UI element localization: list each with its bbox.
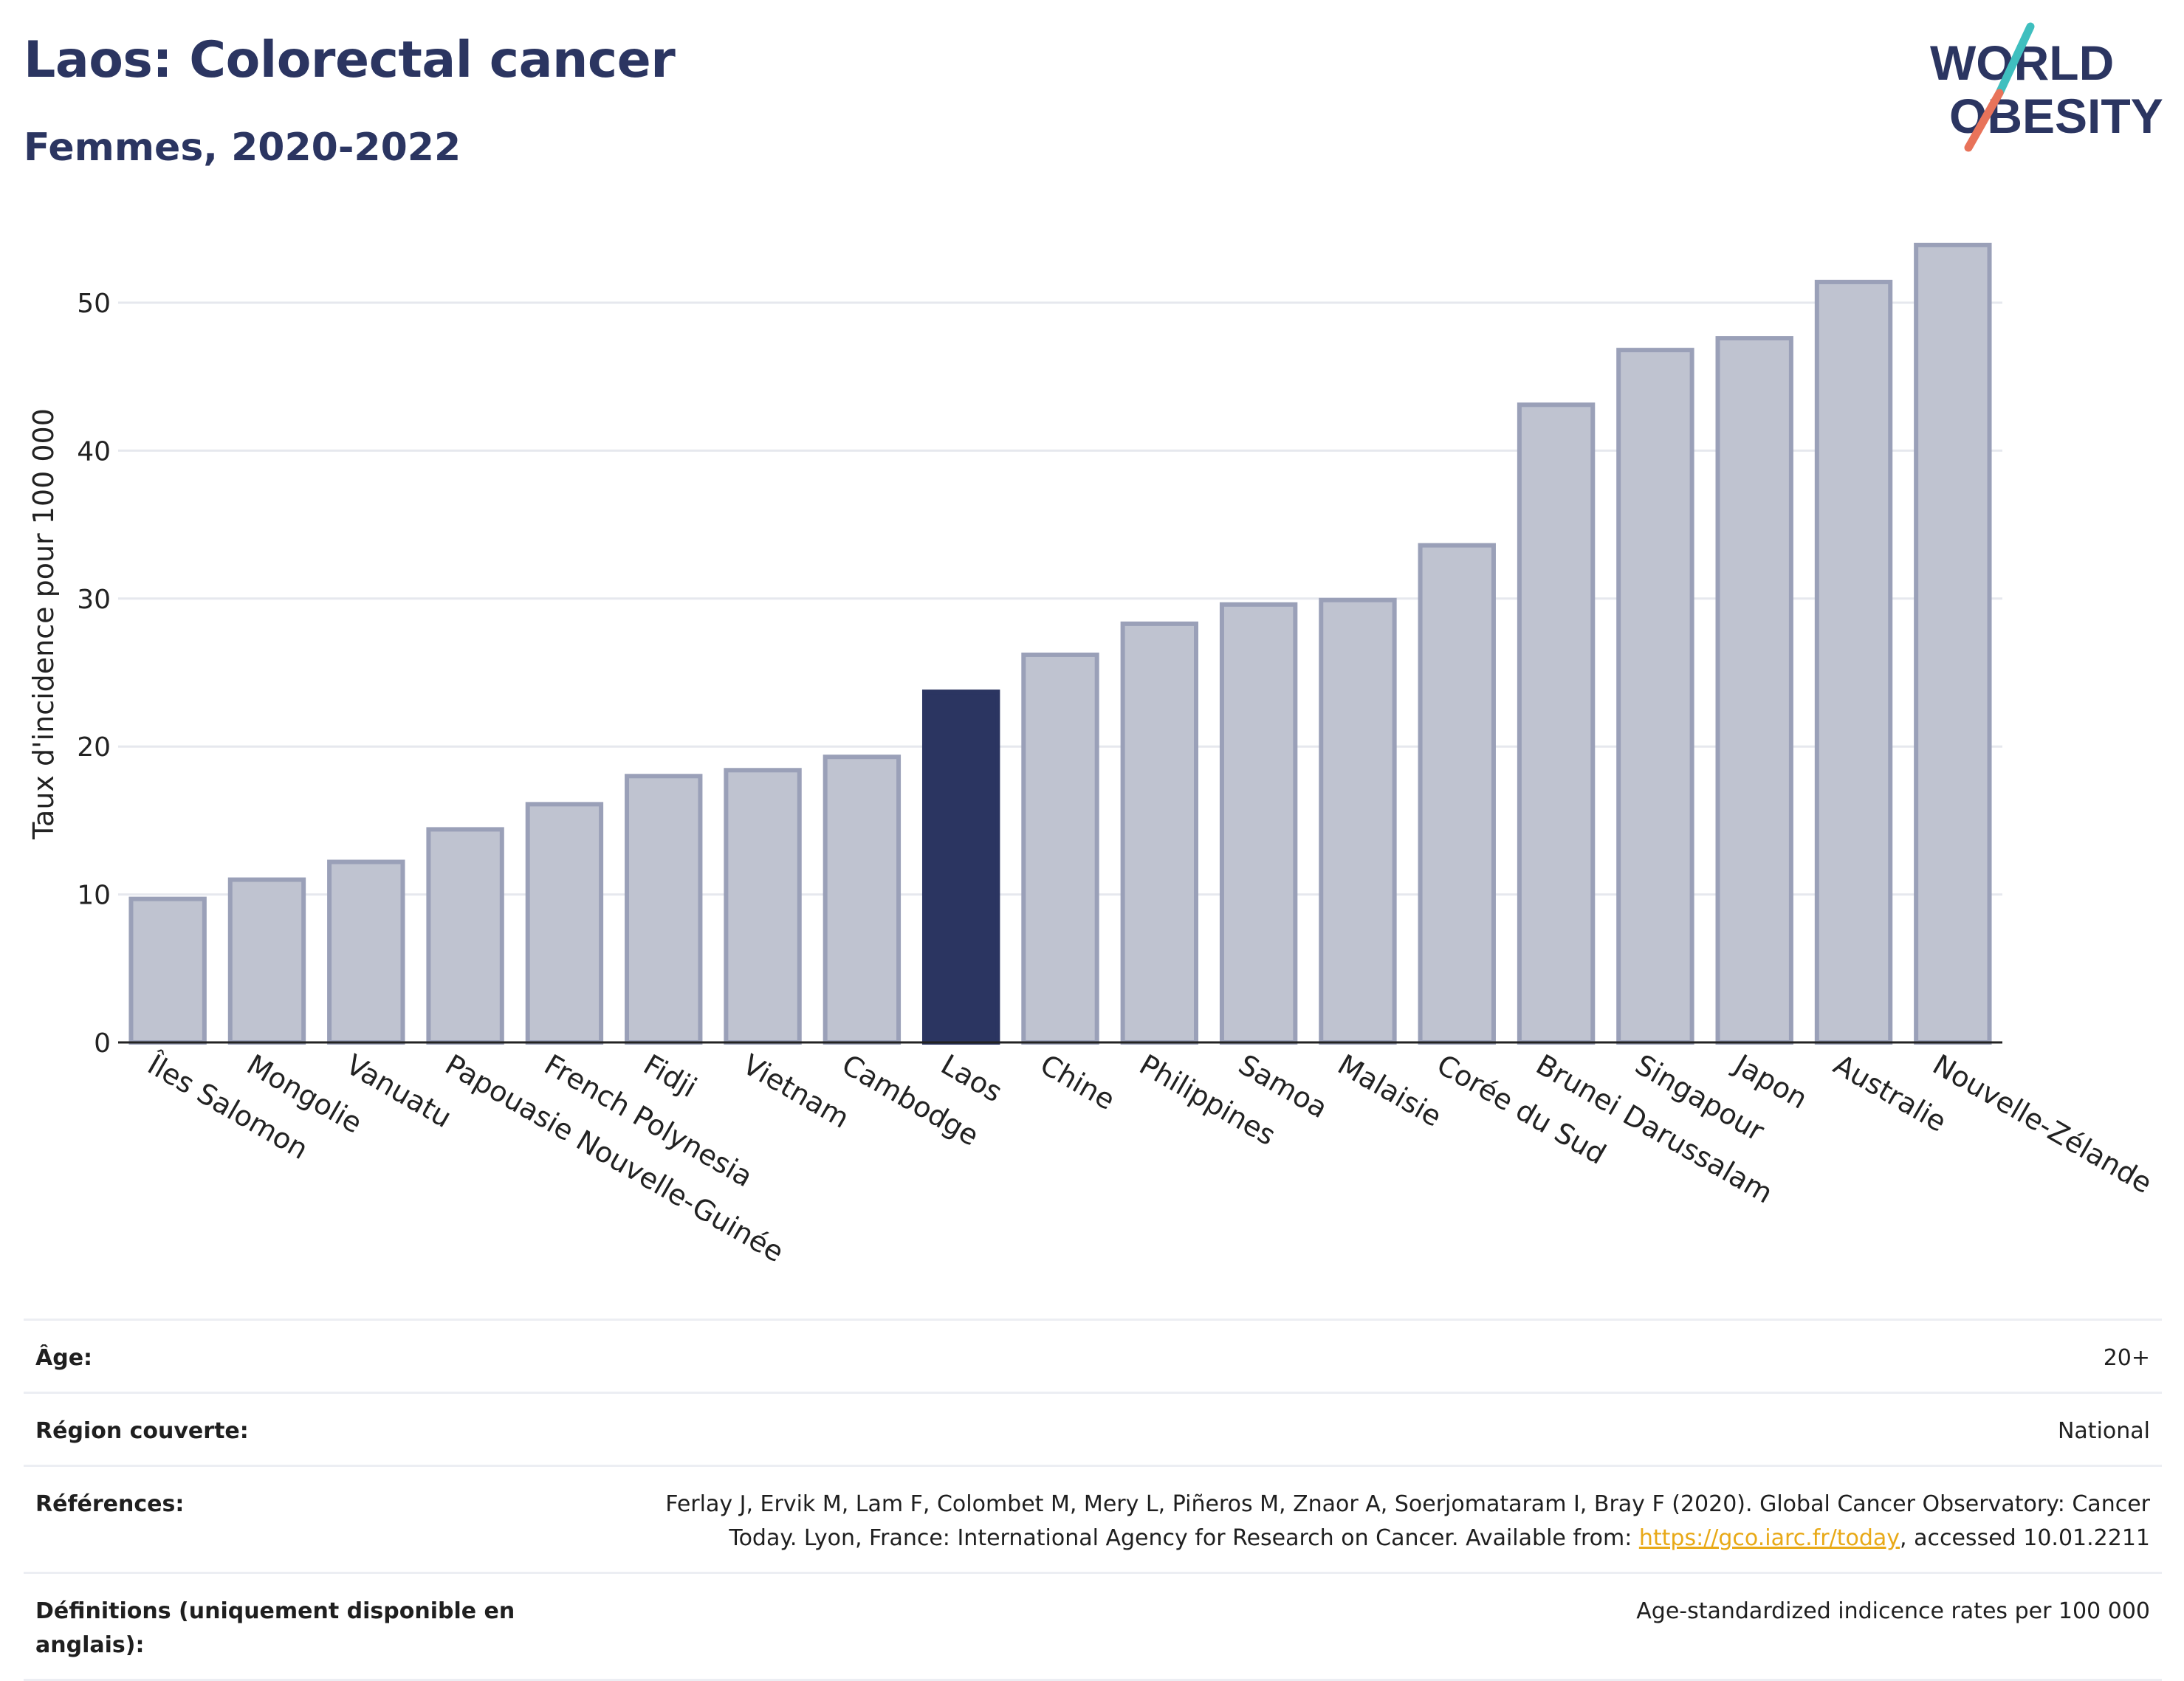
bar-laos: [921, 690, 1000, 1045]
bar-corée-du-sud: [1418, 543, 1496, 1045]
references-line-1: Ferlay J, Ervik M, Lam F, Colombet M, Me…: [665, 1491, 2150, 1517]
bar-french-polynesia: [525, 802, 604, 1045]
world-obesity-logo: WORLD OBESITY: [1930, 22, 2163, 152]
info-row-references: Références: Ferlay J, Ervik M, Lam F, Co…: [24, 1465, 2162, 1572]
y-tick-label: 30: [77, 585, 111, 615]
age-value: 20+: [2103, 1345, 2150, 1371]
bar-singapour: [1616, 348, 1694, 1045]
y-tick-label: 20: [77, 732, 111, 763]
bar-australie: [1814, 279, 1893, 1045]
bar-vanuatu: [327, 859, 405, 1045]
x-tick-label: Australie: [1828, 1048, 1952, 1138]
x-tick-label: Laos: [935, 1048, 1008, 1109]
page-subtitle: Femmes, 2020-2022: [24, 126, 461, 170]
bar-philippines: [1120, 621, 1199, 1045]
bar-mongolie: [227, 877, 306, 1045]
bar-chart: 0 10 20 30 40 50 Îles SalomonMongolieVanuatuP…: [27, 242, 2157, 1269]
logo-slash-top: [1995, 22, 2035, 97]
bar-nouvelle-zélande: [1914, 242, 1992, 1045]
y-tick-label: 40: [77, 436, 111, 467]
x-tick-label: Nouvelle-Zélande: [1927, 1048, 2157, 1200]
bars: [128, 242, 1992, 1045]
references-line-2-end: , accessed 10.01.2211: [1900, 1525, 2150, 1551]
references-line-2: Today. Lyon, France: International Agenc…: [729, 1525, 1639, 1551]
info-row-age: Âge: 20+: [24, 1319, 2162, 1392]
definitions-value: Age-standardized indicence rates per 100…: [1636, 1598, 2150, 1624]
x-tick-label: Corée du Sud: [1432, 1048, 1612, 1171]
bar-cambodge: [823, 754, 902, 1045]
bar-brunei-darussalam: [1517, 402, 1596, 1045]
x-tick-label: Malaisie: [1332, 1048, 1447, 1133]
region-value: National: [2057, 1418, 2150, 1444]
bar-samoa: [1219, 602, 1298, 1045]
x-tick-label: Chine: [1035, 1048, 1121, 1116]
y-tick-label: 0: [94, 1028, 111, 1059]
region-label: Région couverte:: [35, 1418, 249, 1444]
info-table: Âge: 20+ Région couverte: National Référ…: [24, 1319, 2162, 1681]
definitions-label: Définitions (uniquement disponible en an…: [35, 1598, 515, 1658]
x-tick-label: Fidji: [638, 1048, 702, 1104]
y-tick-label: 50: [77, 289, 111, 319]
references-link[interactable]: https://gco.iarc.fr/today: [1638, 1525, 1900, 1551]
bar-chine: [1021, 652, 1099, 1045]
age-label: Âge:: [35, 1345, 93, 1371]
bar-malaisie: [1319, 597, 1397, 1045]
bar-îles-salomon: [128, 896, 207, 1045]
references-label: Références:: [35, 1491, 185, 1517]
bar-japon: [1715, 336, 1793, 1045]
info-row-region: Région couverte: National: [24, 1392, 2162, 1465]
y-axis-label: Taux d'incidence pour 100 000: [27, 408, 60, 840]
logo-slash-bottom: [1964, 89, 2004, 152]
references-value: Ferlay J, Ervik M, Lam F, Colombet M, Me…: [665, 1488, 2150, 1555]
y-axis-ticks: 0 10 20 30 40 50: [77, 289, 111, 1059]
bar-vietnam: [724, 768, 802, 1045]
bar-papouasie-nouvelle-guinée: [426, 827, 504, 1045]
x-tick-label: Vietnam: [738, 1048, 855, 1135]
bar-fidji: [625, 774, 703, 1045]
y-tick-label: 10: [77, 881, 111, 911]
page-title: Laos: Colorectal cancer: [24, 31, 676, 89]
